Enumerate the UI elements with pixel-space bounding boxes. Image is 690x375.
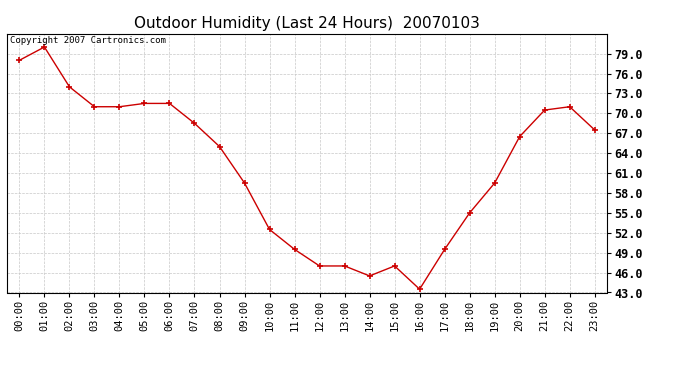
Text: Copyright 2007 Cartronics.com: Copyright 2007 Cartronics.com — [10, 36, 166, 45]
Title: Outdoor Humidity (Last 24 Hours)  20070103: Outdoor Humidity (Last 24 Hours) 2007010… — [134, 16, 480, 31]
